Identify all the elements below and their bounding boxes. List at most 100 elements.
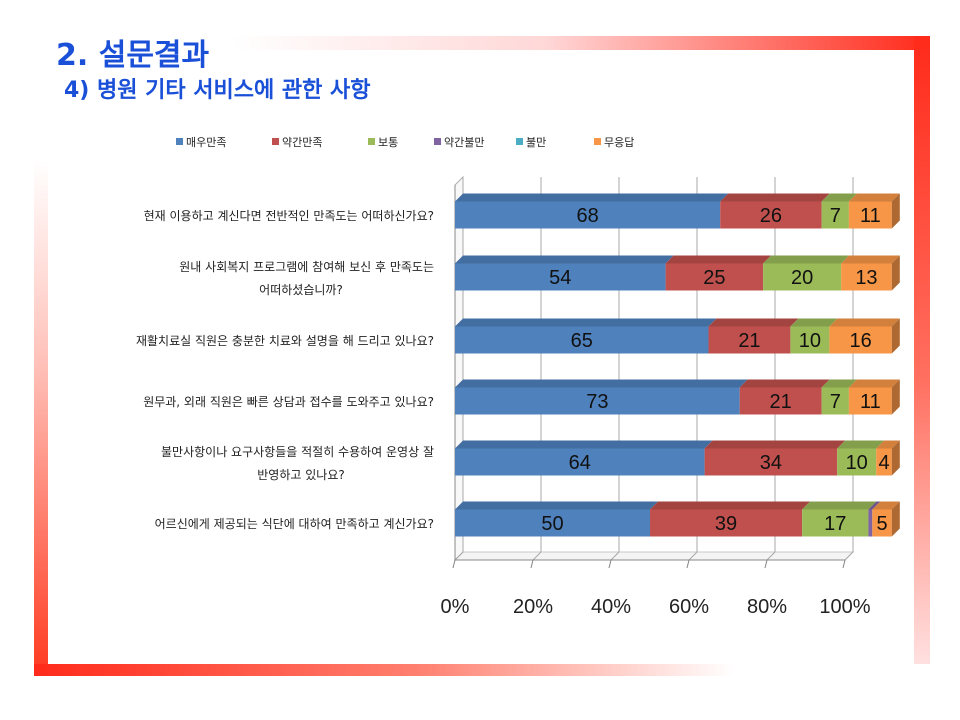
bar-segment	[848, 201, 892, 229]
bar-top-face	[848, 193, 900, 202]
x-tick-label: 20%	[513, 596, 553, 618]
x-tick-mark	[842, 559, 846, 569]
bar-segment	[455, 263, 666, 291]
plot-floor	[453, 551, 855, 561]
legend-label: 매우만족	[186, 136, 226, 149]
legend-swatch	[368, 138, 375, 145]
data-label: 16	[849, 330, 871, 352]
legend-swatch	[176, 138, 183, 145]
bar-segment	[720, 201, 822, 229]
bar-top-face	[829, 318, 900, 327]
bar-top-face	[868, 501, 881, 510]
x-tick-label: 40%	[591, 596, 631, 618]
bar-segment	[837, 448, 877, 476]
gridline-floor	[610, 551, 620, 561]
category-label: 원무과, 외래 직원은 빠른 상담과 접수를 도와주고 있나요?	[143, 395, 434, 409]
bar-side-face	[891, 379, 900, 415]
slide-subtitle: 4) 병원 기타 서비스에 관한 사항	[64, 78, 371, 103]
legend-label: 약간불만	[444, 135, 484, 149]
frame-bottom-bar	[34, 664, 734, 676]
legend-swatch	[272, 138, 279, 145]
bar-top-face	[821, 379, 857, 388]
bar-side-face	[891, 193, 900, 229]
bar-top-face	[720, 193, 830, 202]
data-label: 21	[738, 330, 760, 352]
bar-top-face	[841, 255, 900, 264]
legend-label: 보통	[378, 136, 398, 149]
bar-segment	[708, 326, 791, 354]
x-tick-label: 60%	[669, 596, 709, 618]
data-label: 50	[541, 513, 563, 535]
gridline-floor	[688, 551, 698, 561]
x-tick-label: 0%	[441, 596, 470, 618]
bar-segment	[821, 387, 849, 415]
category-label: 불만사항이나 요구사항들을 적절히 수용하여 운영상 잘	[161, 445, 434, 459]
x-tick-label: 80%	[747, 596, 787, 618]
x-tick-mark	[764, 559, 768, 569]
data-label: 21	[770, 391, 792, 413]
bar-side-face	[891, 255, 900, 291]
category-label: 어떠하셨습니까?	[259, 283, 343, 297]
bar-top-face	[763, 255, 850, 264]
x-tick-mark	[452, 559, 456, 569]
data-label: 10	[799, 330, 821, 352]
data-label: 65	[571, 330, 593, 352]
bar-segment	[455, 448, 705, 476]
bar-segment	[841, 263, 892, 291]
category-label: 현재 이용하고 계신다면 전반적인 만족도는 어떠하신가요?	[144, 209, 434, 223]
bar-segment	[455, 387, 740, 415]
bar-segment	[829, 326, 892, 354]
bar-segment	[455, 201, 721, 229]
data-label: 17	[824, 513, 846, 535]
bar-segment	[848, 387, 892, 415]
data-label: 11	[860, 205, 881, 227]
bar-top-face	[802, 501, 877, 510]
x-tick-mark	[686, 559, 690, 569]
bar-top-face	[739, 379, 830, 388]
category-label: 반영하고 있나요?	[257, 468, 344, 482]
gridline-floor	[844, 551, 854, 561]
x-tick-mark	[530, 559, 534, 569]
data-label: 20	[791, 267, 813, 289]
gridline-floor	[766, 551, 776, 561]
data-label: 11	[860, 391, 881, 413]
legend-label: 불만	[526, 136, 546, 149]
data-label: 68	[576, 205, 598, 227]
data-label: 54	[549, 267, 571, 289]
bar-top-face	[455, 379, 748, 388]
bar-top-face	[665, 255, 772, 264]
bar-top-face	[455, 318, 717, 327]
data-label: 7	[830, 205, 841, 227]
legend-label: 무응답	[604, 136, 634, 149]
bar-segment	[790, 326, 830, 354]
legend-swatch	[434, 138, 441, 145]
bar-segment	[455, 509, 650, 537]
bar-segment	[802, 509, 869, 537]
data-label: 5	[876, 513, 887, 535]
frame-left-bar	[34, 160, 48, 676]
bar-top-face	[708, 318, 799, 327]
category-label: 재활치료실 직원은 충분한 치료와 설명을 해 드리고 있나요?	[136, 334, 434, 348]
x-tick-label: 100%	[819, 596, 870, 618]
bar-top-face	[876, 440, 900, 449]
bar-segment	[868, 509, 873, 537]
bar-segment	[704, 448, 838, 476]
bar-segment	[665, 263, 764, 291]
bar-segment	[763, 263, 842, 291]
category-label: 어르신에게 제공되는 식단에 대하여 만족하고 계신가요?	[155, 517, 434, 531]
legend-label: 약간만족	[282, 135, 322, 149]
data-label: 34	[760, 452, 782, 474]
frame-top-bar	[232, 36, 930, 50]
bar-segment	[739, 387, 822, 415]
frame-right-bar	[914, 36, 930, 664]
data-label: 64	[569, 452, 591, 474]
category-label: 원내 사회복지 프로그램에 참여해 보신 후 만족도는	[179, 260, 434, 274]
bar-top-face	[704, 440, 846, 449]
data-label: 73	[586, 391, 608, 413]
gridline-floor	[532, 551, 542, 561]
bar-top-face	[650, 501, 811, 510]
bar-segment	[821, 201, 849, 229]
data-label: 26	[760, 205, 782, 227]
gridline-floor	[454, 551, 464, 561]
data-label: 4	[878, 452, 889, 474]
